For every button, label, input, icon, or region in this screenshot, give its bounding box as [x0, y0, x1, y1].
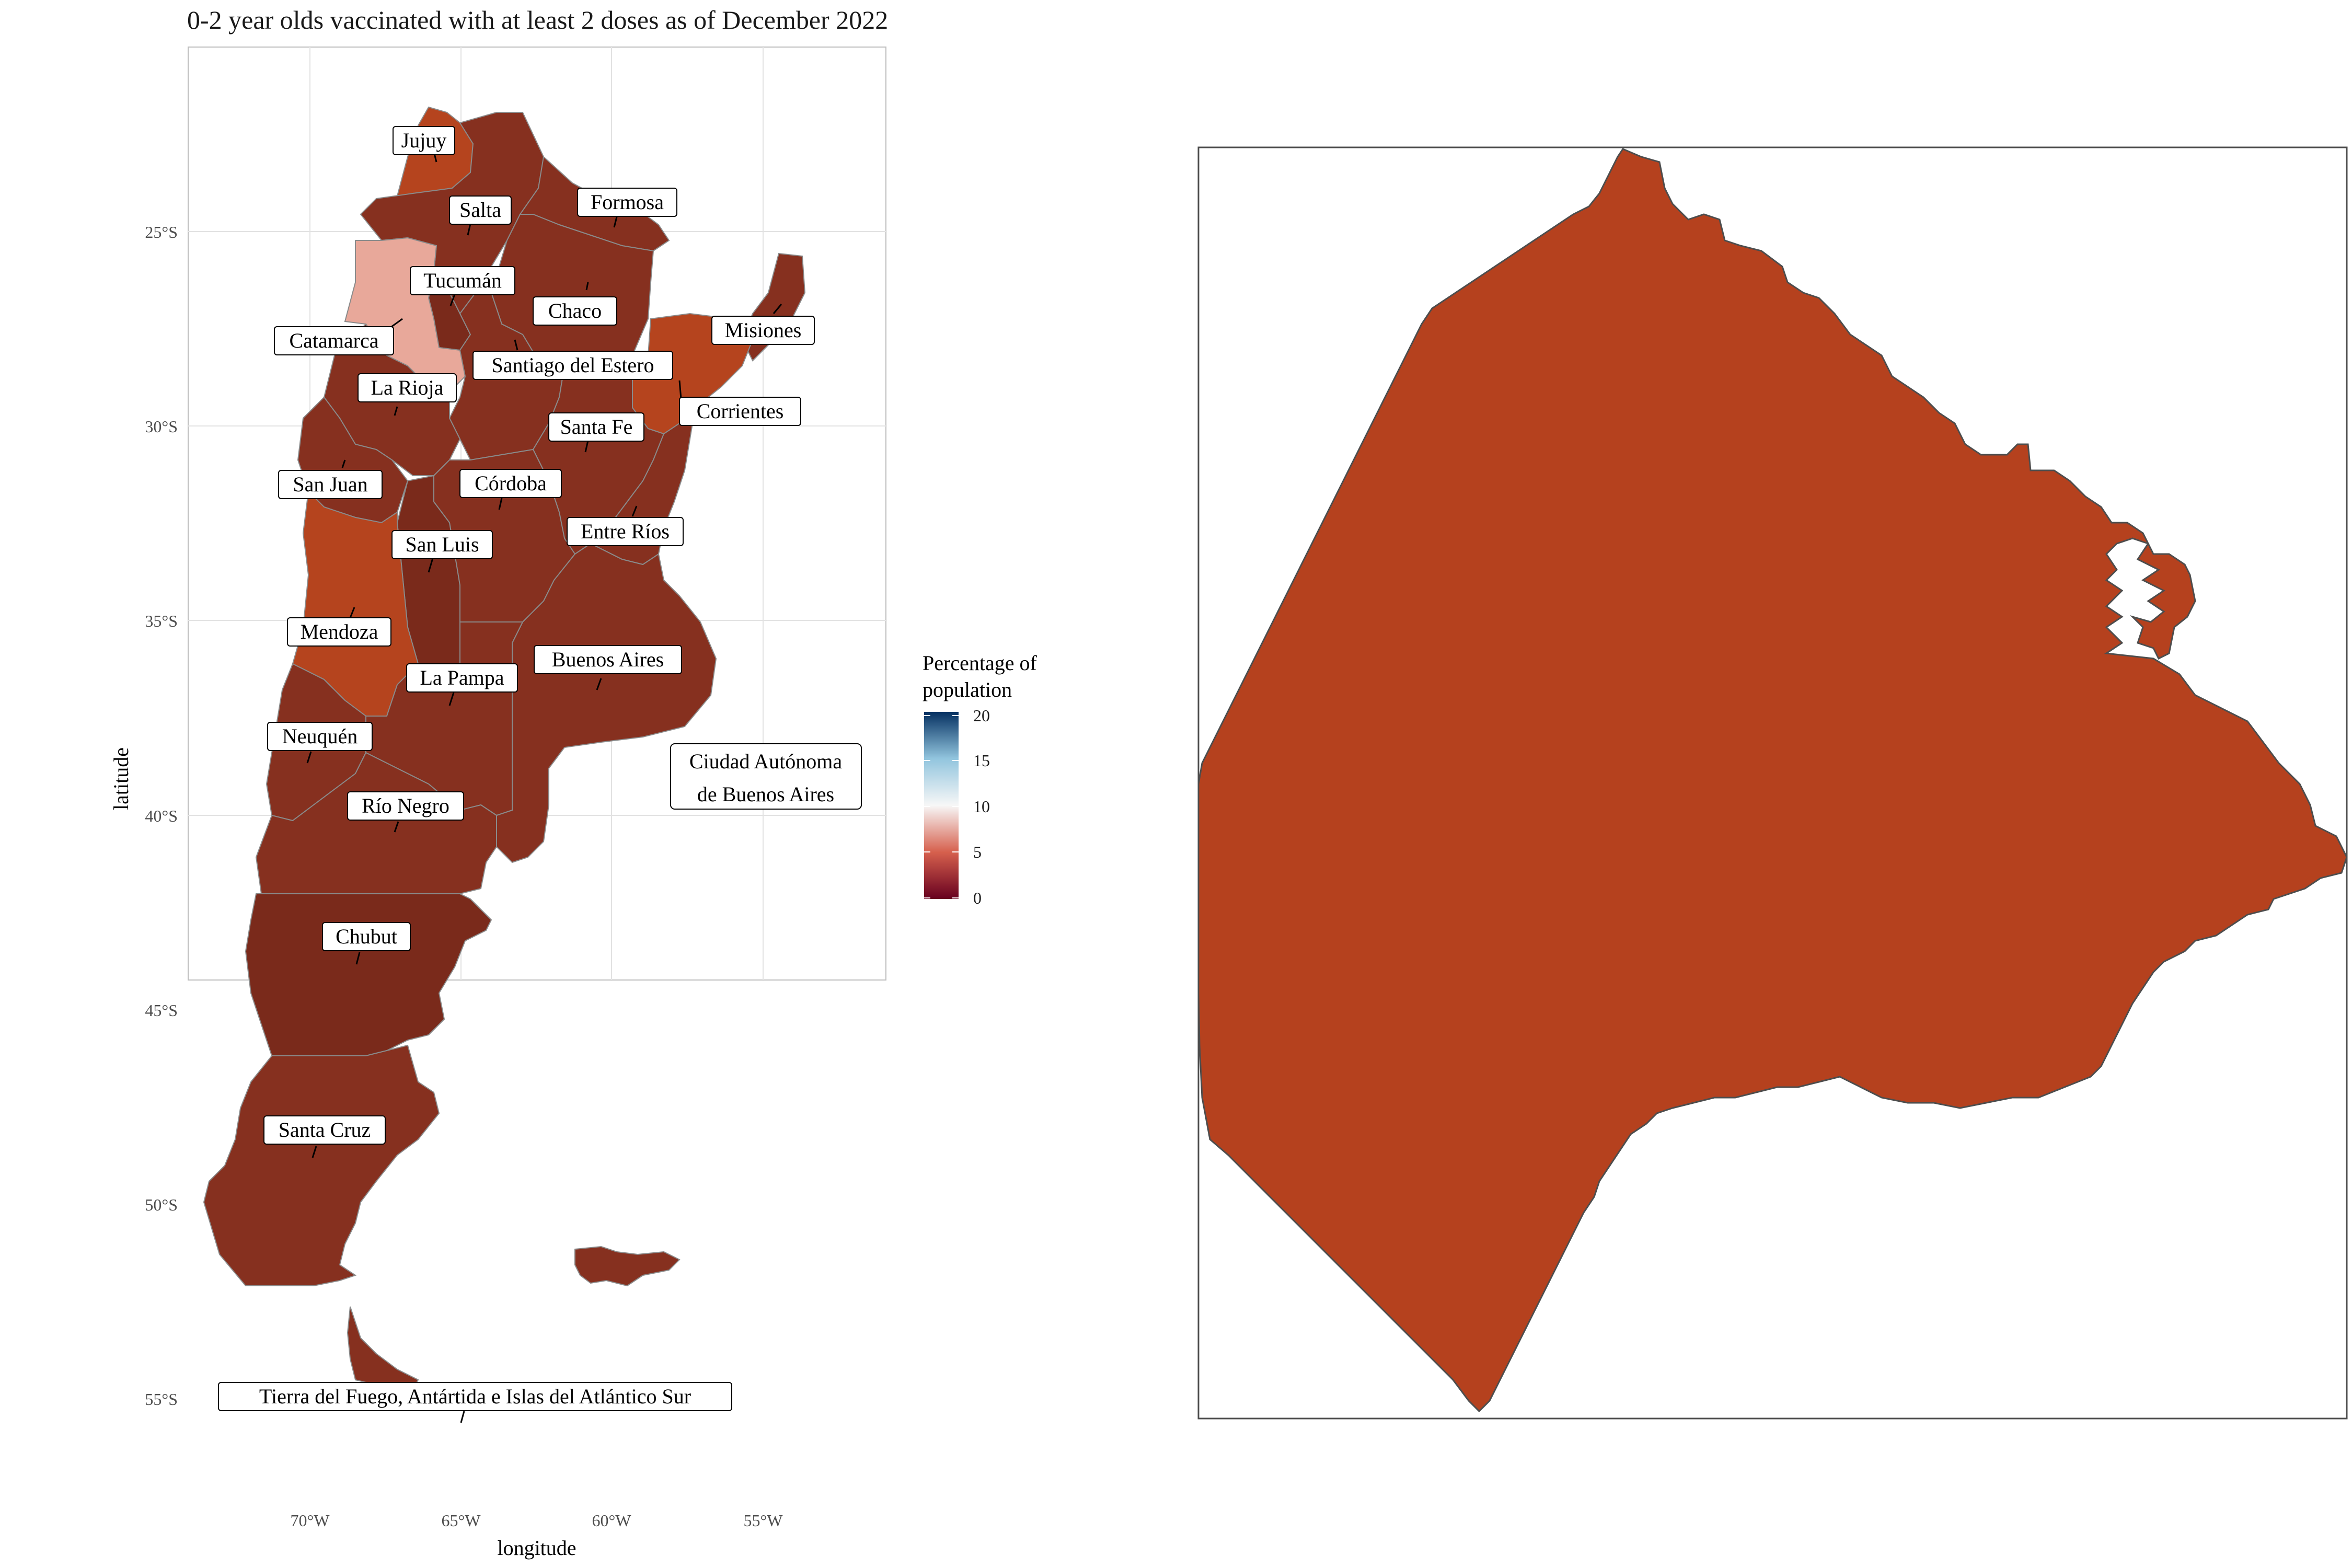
caba-shape[interactable]: [1197, 148, 2348, 1413]
label-salta: Salta: [459, 198, 501, 222]
label-lapampa: La Pampa: [420, 666, 504, 689]
y-axis: 25°S 30°S 35°S 40°S 45°S 50°S 55°S: [145, 223, 178, 1409]
xtick-65w: 65°W: [442, 1511, 481, 1530]
legend-title-line2: population: [923, 678, 1012, 701]
label-santafe: Santa Fe: [560, 415, 633, 439]
color-legend: Percentage of population 20 15 10 5 0: [923, 651, 1037, 907]
label-corrientes: Corrientes: [697, 399, 784, 423]
legend-tick-5: 5: [973, 843, 982, 861]
label-tucuman: Tucumán: [423, 269, 502, 292]
legend-tick-20: 20: [973, 706, 990, 725]
legend-tick-0: 0: [973, 889, 982, 907]
label-chaco: Chaco: [548, 299, 602, 322]
legend-tick-10: 10: [973, 797, 990, 816]
ytick-50s: 50°S: [145, 1195, 178, 1214]
label-sanjuan: San Juan: [293, 472, 367, 496]
province-labels: Jujuy Salta Formosa Tucumán Chaco Catama…: [218, 126, 862, 1423]
legend-colorbar: [924, 712, 959, 899]
label-santiago: Santiago del Estero: [491, 353, 654, 377]
label-caba-line1: Ciudad Autónoma: [689, 750, 842, 773]
xtick-60w: 60°W: [592, 1511, 632, 1530]
ytick-35s: 35°S: [145, 612, 178, 630]
label-caba-line2: de Buenos Aires: [697, 782, 834, 806]
legend-tick-15: 15: [973, 751, 990, 770]
ytick-25s: 25°S: [145, 223, 178, 241]
province-chubut[interactable]: [245, 893, 492, 1056]
label-buenosaires: Buenos Aires: [552, 648, 664, 671]
label-santacruz: Santa Cruz: [279, 1118, 371, 1142]
label-catamarca: Catamarca: [290, 329, 379, 352]
caba-inset-panel: [1197, 146, 2348, 1420]
x-axis-label: longitude: [497, 1536, 576, 1560]
label-chubut: Chubut: [336, 925, 397, 948]
xtick-70w: 70°W: [291, 1511, 330, 1530]
label-entrerios: Entre Ríos: [581, 520, 670, 543]
label-larioja: La Rioja: [371, 376, 444, 399]
legend-title-line1: Percentage of: [923, 651, 1037, 675]
label-mendoza: Mendoza: [301, 620, 378, 643]
ytick-30s: 30°S: [145, 417, 178, 436]
ytick-55s: 55°S: [145, 1390, 178, 1409]
label-tdf: Tierra del Fuego, Antártida e Islas del …: [259, 1385, 691, 1408]
label-rionegro: Río Negro: [362, 794, 449, 817]
xtick-55w: 55°W: [744, 1511, 783, 1530]
label-cordoba: Córdoba: [475, 471, 547, 495]
ytick-40s: 40°S: [145, 806, 178, 825]
label-sanluis: San Luis: [405, 533, 479, 556]
chart-title: 0-2 year olds vaccinated with at least 2…: [187, 5, 888, 34]
y-axis-label: latitude: [109, 747, 133, 810]
ytick-45s: 45°S: [145, 1001, 178, 1020]
province-santacruz[interactable]: [203, 1044, 440, 1286]
islands-malvinas[interactable]: [574, 1246, 681, 1287]
label-neuquen: Neuquén: [282, 724, 358, 748]
label-misiones: Misiones: [725, 318, 802, 342]
argentina-map-panel: Jujuy Salta Formosa Tucumán Chaco Catama…: [109, 47, 886, 1560]
x-axis: 70°W 65°W 60°W 55°W: [291, 1511, 783, 1530]
province-tdf-island[interactable]: [347, 1306, 419, 1391]
label-formosa: Formosa: [591, 190, 664, 214]
label-jujuy: Jujuy: [401, 129, 447, 152]
